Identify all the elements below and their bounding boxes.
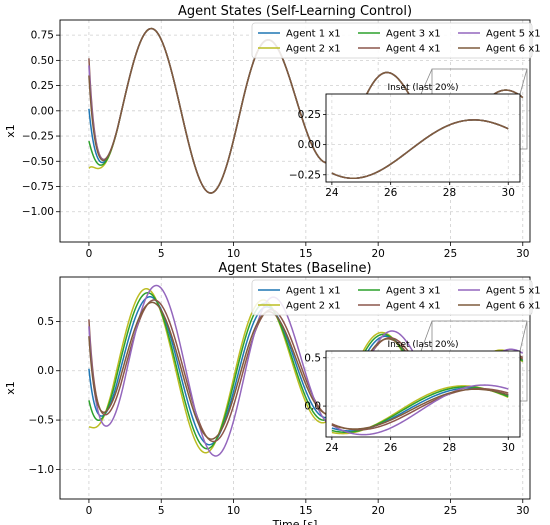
- x-tick-label: 10: [227, 248, 240, 260]
- legend-entry: Agent 2 x1: [286, 44, 341, 55]
- y-tick-label: 0.5: [37, 316, 54, 328]
- y-tick-label: −0.75: [22, 181, 54, 193]
- inset-x-tick-label: 30: [502, 442, 515, 454]
- legend-entry: Agent 3 x1: [386, 286, 441, 297]
- x-tick-label: 10: [227, 505, 240, 517]
- y-tick-label: −0.50: [22, 156, 54, 168]
- x-tick-label: 25: [444, 505, 457, 517]
- x-tick-label: 0: [86, 505, 93, 517]
- legend-entry: Agent 4 x1: [386, 44, 441, 55]
- inset-series-lines: [331, 384, 509, 436]
- legend-entry: Agent 6 x1: [486, 301, 541, 312]
- inset-series-line-agent-6: [331, 119, 509, 180]
- zoom-connector: [519, 320, 528, 352]
- legend-entry: Agent 3 x1: [386, 29, 441, 40]
- y-tick-label: 0.50: [31, 55, 54, 67]
- axes-frame: [59, 19, 531, 243]
- y-tick-label: −1.0: [29, 464, 55, 476]
- legend-entry: Agent 2 x1: [286, 301, 341, 312]
- legend-entry: Agent 1 x1: [286, 29, 341, 40]
- inset-frame: [325, 93, 521, 183]
- inset-series-line-agent-6: [331, 388, 509, 430]
- x-tick-label: 20: [371, 505, 384, 517]
- legend-entry: Agent 5 x1: [486, 286, 541, 297]
- zoom-connector: [420, 68, 433, 95]
- inset-y-tick-label: 0.0: [304, 401, 321, 413]
- x-tick-label: 5: [158, 248, 165, 260]
- y-tick-label: 0.0: [37, 365, 54, 377]
- y-tick-label: −0.25: [22, 131, 54, 143]
- inset-background: [326, 94, 520, 182]
- y-tick-label: −1.00: [22, 206, 54, 218]
- inset-series-line-agent-5: [331, 384, 509, 436]
- inset-y-tick-label: 0.00: [298, 139, 321, 151]
- legend: Agent 1 x1 Agent 2 x1 Agent 3 x1 Agent 4 x1…: [251, 22, 541, 59]
- chart-panel-1: Agent States (Self-Learning Control) 0 5 10…: [4, 4, 541, 260]
- inset-x-tick-label: 26: [384, 187, 398, 199]
- y-tick-label: 0.25: [31, 80, 54, 92]
- zoom-connector: [420, 320, 433, 352]
- inset-series-lines: [331, 119, 509, 180]
- legend-box: [251, 279, 533, 316]
- x-tick-label: 0: [86, 248, 93, 260]
- x-tick-label: 25: [444, 248, 457, 260]
- x-tick-label: 5: [158, 505, 165, 517]
- y-axis-label: x1: [4, 124, 17, 138]
- legend: Agent 1 x1 Agent 2 x1 Agent 3 x1 Agent 4 x1…: [251, 279, 541, 316]
- x-tick-label: 30: [516, 248, 529, 260]
- legend-entry: Agent 1 x1: [286, 286, 341, 297]
- inset-axes: Inset (last 20%) 24 26 28 30 0.0 0.5: [304, 340, 521, 454]
- inset-title: Inset (last 20%): [387, 340, 458, 350]
- axes-frame: [59, 276, 531, 500]
- x-tick-label: 15: [299, 505, 312, 517]
- y-tick-label: −0.5: [29, 415, 55, 427]
- legend-box: [251, 22, 533, 59]
- inset-x-tick-label: 24: [325, 187, 339, 199]
- inset-x-tick-label: 26: [384, 442, 398, 454]
- legend-entry: Agent 4 x1: [386, 301, 441, 312]
- zoom-connector: [519, 68, 528, 95]
- y-tick-label: 0.75: [31, 30, 54, 42]
- chart-title: Agent States (Self-Learning Control): [178, 4, 412, 19]
- inset-frame: [325, 350, 521, 438]
- x-tick-label: 30: [516, 505, 529, 517]
- inset-background: [326, 351, 520, 437]
- y-axis-label: x1: [4, 381, 17, 395]
- inset-x-tick-label: 30: [502, 187, 515, 199]
- inset-x-tick-label: 24: [325, 442, 339, 454]
- inset-x-tick-label: 28: [443, 187, 456, 199]
- inset-axes: Inset (last 20%) 24 26 28 30 −0.25 0.00 0.25: [289, 83, 521, 199]
- inset-x-tick-label: 28: [443, 442, 456, 454]
- x-tick-label: 20: [371, 248, 384, 260]
- chart-title: Agent States (Baseline): [218, 261, 371, 276]
- legend-entry: Agent 6 x1: [486, 44, 541, 55]
- x-axis-label: Time [s]: [272, 518, 318, 525]
- inset-y-tick-label: −0.25: [289, 169, 321, 181]
- chart-panel-2: Agent States (Baseline) 0 5 10 15 20 25 30 −1.0 −…: [4, 261, 541, 525]
- y-tick-label: 0.00: [31, 105, 54, 117]
- inset-title: Inset (last 20%): [387, 83, 458, 93]
- inset-y-tick-label: 0.25: [298, 109, 321, 121]
- legend-entry: Agent 5 x1: [486, 29, 541, 40]
- x-tick-label: 15: [299, 248, 312, 260]
- inset-y-tick-label: 0.5: [304, 352, 321, 364]
